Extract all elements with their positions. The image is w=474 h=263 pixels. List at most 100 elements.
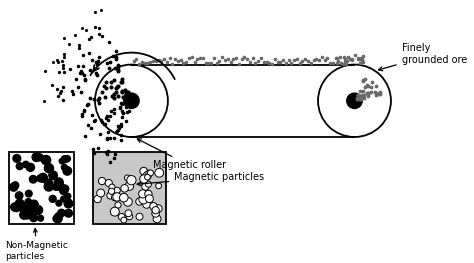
- Point: [268, 62, 276, 66]
- Point: [130, 59, 137, 63]
- Circle shape: [155, 168, 164, 177]
- Point: [359, 89, 366, 93]
- Point: [72, 33, 79, 37]
- Point: [122, 89, 129, 94]
- Circle shape: [13, 155, 21, 162]
- Point: [257, 55, 265, 60]
- Point: [119, 111, 127, 115]
- Point: [103, 61, 111, 65]
- Point: [118, 101, 125, 105]
- Point: [346, 57, 353, 61]
- Point: [81, 77, 89, 81]
- Circle shape: [30, 214, 37, 222]
- Circle shape: [55, 214, 61, 220]
- Point: [82, 28, 90, 32]
- Point: [359, 79, 367, 83]
- Circle shape: [140, 167, 147, 175]
- Point: [117, 80, 125, 84]
- Circle shape: [36, 175, 43, 182]
- Point: [358, 57, 366, 61]
- Circle shape: [125, 210, 132, 217]
- Point: [114, 128, 121, 132]
- Point: [354, 56, 361, 60]
- Point: [40, 98, 48, 103]
- Circle shape: [49, 171, 57, 179]
- Point: [180, 61, 187, 65]
- Circle shape: [59, 158, 65, 164]
- Text: Non-Magnetic
particles: Non-Magnetic particles: [5, 229, 68, 261]
- Point: [227, 59, 234, 64]
- Point: [304, 59, 312, 63]
- Circle shape: [125, 175, 130, 181]
- Point: [368, 80, 376, 85]
- Point: [102, 86, 109, 90]
- Point: [293, 57, 301, 61]
- Point: [353, 96, 360, 100]
- Point: [65, 42, 73, 46]
- Point: [373, 93, 380, 97]
- Point: [312, 57, 320, 61]
- Circle shape: [29, 200, 38, 209]
- Circle shape: [152, 210, 159, 217]
- Point: [117, 133, 125, 138]
- Point: [112, 57, 119, 61]
- Point: [118, 77, 126, 81]
- Circle shape: [146, 170, 152, 176]
- Circle shape: [139, 190, 147, 198]
- Circle shape: [15, 192, 23, 199]
- Circle shape: [54, 178, 63, 187]
- Point: [57, 89, 65, 93]
- Point: [96, 32, 103, 36]
- Point: [69, 89, 76, 94]
- Circle shape: [55, 213, 63, 220]
- Point: [114, 94, 122, 99]
- Circle shape: [123, 198, 132, 206]
- Point: [114, 84, 122, 88]
- Circle shape: [9, 183, 18, 191]
- Circle shape: [64, 156, 71, 162]
- Point: [141, 60, 148, 65]
- Circle shape: [105, 179, 112, 186]
- Circle shape: [110, 207, 119, 216]
- Point: [356, 94, 363, 98]
- Point: [149, 59, 157, 63]
- Point: [81, 109, 88, 113]
- Circle shape: [61, 196, 66, 202]
- Point: [332, 56, 339, 60]
- Point: [70, 92, 77, 96]
- Point: [89, 147, 97, 151]
- Point: [360, 93, 368, 97]
- Point: [84, 102, 91, 106]
- Point: [113, 129, 120, 134]
- Point: [353, 97, 360, 101]
- Point: [343, 59, 351, 63]
- Point: [112, 54, 119, 59]
- Circle shape: [34, 205, 43, 214]
- Point: [339, 62, 346, 66]
- Point: [371, 90, 379, 95]
- Point: [114, 124, 121, 129]
- Circle shape: [107, 192, 114, 199]
- Circle shape: [27, 163, 35, 171]
- Point: [101, 95, 109, 99]
- Point: [103, 152, 111, 156]
- Point: [260, 60, 267, 64]
- Point: [355, 93, 362, 97]
- Point: [118, 90, 126, 94]
- Circle shape: [16, 163, 23, 170]
- Point: [375, 92, 383, 96]
- Circle shape: [56, 200, 62, 206]
- Point: [94, 145, 101, 150]
- Point: [107, 85, 114, 89]
- Point: [355, 97, 362, 101]
- Circle shape: [97, 189, 105, 197]
- Circle shape: [126, 213, 133, 220]
- Circle shape: [109, 188, 115, 194]
- Point: [95, 98, 102, 102]
- Circle shape: [61, 185, 69, 193]
- Circle shape: [37, 215, 44, 221]
- Circle shape: [36, 154, 43, 161]
- Point: [81, 73, 88, 77]
- Point: [333, 56, 341, 60]
- Point: [238, 57, 246, 61]
